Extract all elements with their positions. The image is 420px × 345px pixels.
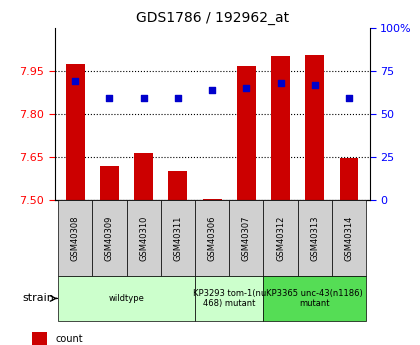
- Bar: [92, 200, 126, 276]
- Bar: [298, 200, 332, 276]
- Bar: [203, 199, 221, 200]
- Text: GSM40312: GSM40312: [276, 215, 285, 261]
- Bar: [134, 152, 153, 200]
- Point: [277, 80, 284, 86]
- Point: [346, 96, 352, 101]
- Bar: [195, 200, 229, 276]
- Text: GSM40308: GSM40308: [71, 215, 80, 261]
- Bar: [168, 171, 187, 200]
- Bar: [263, 200, 298, 276]
- Bar: [100, 166, 119, 200]
- Text: GSM40314: GSM40314: [344, 215, 354, 261]
- Bar: [32, 332, 47, 345]
- Bar: [229, 200, 263, 276]
- Point: [243, 85, 250, 91]
- Text: GSM40310: GSM40310: [139, 215, 148, 261]
- Bar: [126, 200, 161, 276]
- Text: GSM40309: GSM40309: [105, 215, 114, 261]
- Point: [174, 96, 181, 101]
- Bar: [195, 276, 263, 321]
- Bar: [332, 200, 366, 276]
- Text: count: count: [55, 334, 83, 344]
- Bar: [271, 56, 290, 200]
- Bar: [58, 276, 195, 321]
- Point: [140, 96, 147, 101]
- Bar: [66, 63, 84, 200]
- Bar: [305, 55, 324, 200]
- Text: wildtype: wildtype: [108, 294, 144, 303]
- Point: [72, 78, 79, 84]
- Point: [106, 96, 113, 101]
- Text: GSM40313: GSM40313: [310, 215, 319, 261]
- Text: GSM40311: GSM40311: [173, 215, 182, 261]
- Bar: [237, 66, 256, 200]
- Text: GSM40307: GSM40307: [242, 215, 251, 261]
- Bar: [161, 200, 195, 276]
- Bar: [340, 158, 359, 200]
- Text: strain: strain: [22, 294, 54, 303]
- Bar: [58, 200, 92, 276]
- Text: GSM40306: GSM40306: [207, 215, 217, 261]
- Text: KP3365 unc-43(n1186)
mutant: KP3365 unc-43(n1186) mutant: [266, 289, 363, 308]
- Text: KP3293 tom-1(nu
468) mutant: KP3293 tom-1(nu 468) mutant: [193, 289, 266, 308]
- Point: [209, 87, 215, 92]
- Bar: [263, 276, 366, 321]
- Point: [312, 82, 318, 87]
- Title: GDS1786 / 192962_at: GDS1786 / 192962_at: [136, 11, 289, 25]
